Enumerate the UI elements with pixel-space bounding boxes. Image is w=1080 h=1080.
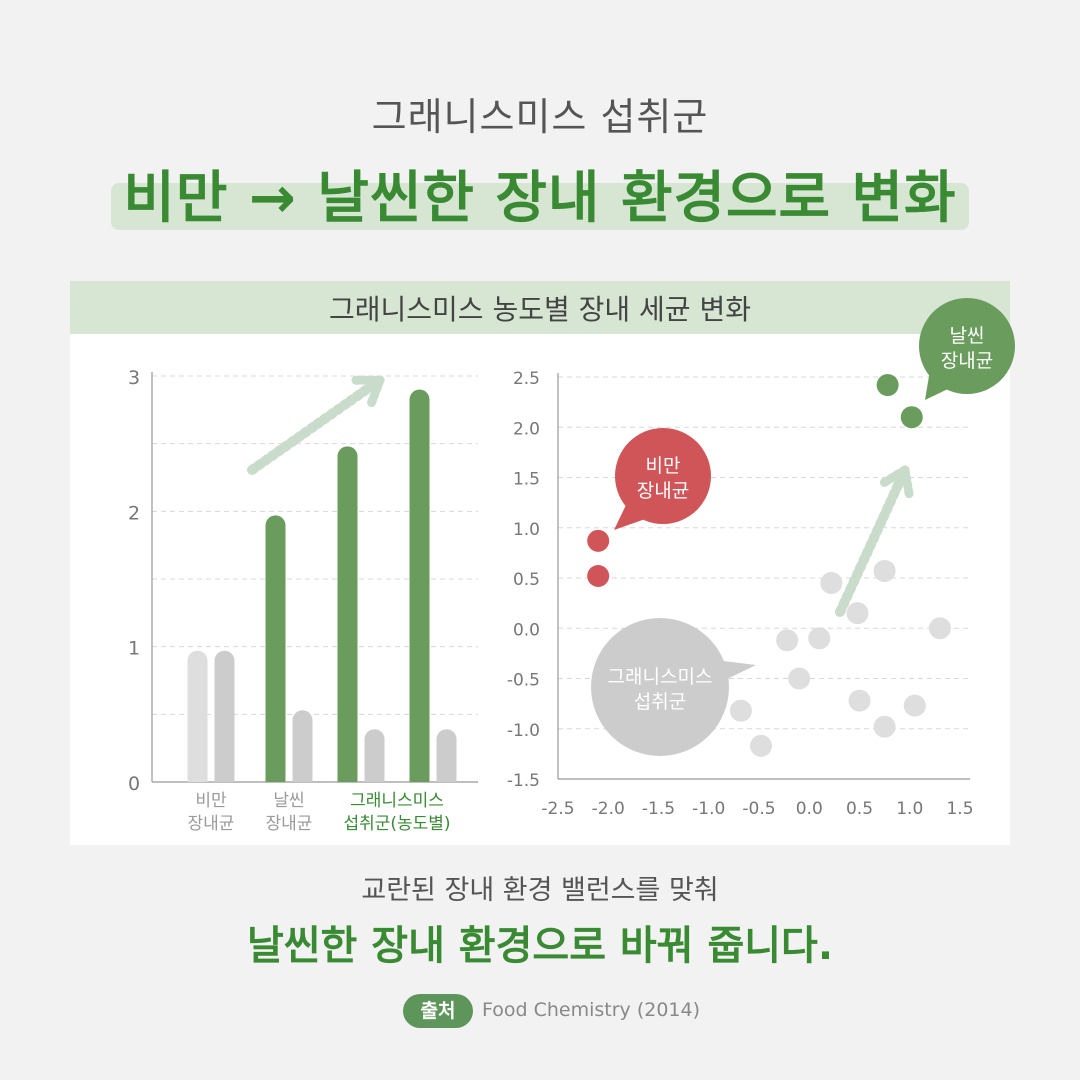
- scatter-trend-arrow-shaft: [835, 465, 910, 617]
- scatter-x-tick-label: -2.0: [592, 799, 625, 819]
- bar-category-label: 그래니스미스: [350, 791, 444, 811]
- scatter-point-lean: [876, 374, 899, 397]
- scatter-point-granny: [788, 667, 811, 690]
- scatter-x-tick-label: -0.5: [742, 799, 775, 819]
- scatter-y-tick-label: -1.5: [507, 771, 540, 791]
- scatter-point-granny: [873, 559, 896, 582]
- bar: [436, 729, 457, 782]
- footer-subtitle: 교란된 장내 환경 밸런스를 맞춰: [361, 875, 719, 906]
- scatter-x-tick-label: -1.0: [692, 799, 725, 819]
- scatter-x-tick-label: 0.0: [796, 799, 823, 819]
- scatter-point-granny: [808, 627, 831, 650]
- scatter-y-tick-label: 1.0: [513, 520, 540, 540]
- scatter-y-tick-label: 0.5: [513, 570, 540, 590]
- callout-obese: [615, 428, 711, 524]
- callout-label: 비만: [646, 455, 681, 477]
- callout-label: 그래니스미스: [608, 666, 713, 688]
- page-headline: 비만 → 날씬한 장내 환경으로 변화: [123, 166, 957, 231]
- chart-panel-header: [70, 281, 1010, 334]
- callout-label: 섭취군: [634, 691, 686, 713]
- bar-category-label: 장내균: [266, 814, 313, 834]
- scatter-point-lean: [900, 406, 923, 429]
- bar-category-label: 비만: [195, 791, 227, 811]
- bar-y-tick-label: 0: [128, 773, 140, 795]
- bar-trend-arrow-shaft: [247, 375, 385, 475]
- bar: [265, 515, 286, 782]
- page-subtitle: 그래니스미스 섭취군: [371, 95, 709, 139]
- scatter-point-obese: [587, 564, 610, 587]
- bar-y-tick-label: 3: [128, 367, 140, 389]
- callout-granny: [591, 618, 729, 756]
- headline-highlight: [111, 183, 969, 230]
- scatter-point-granny: [873, 715, 896, 738]
- bar: [292, 710, 313, 782]
- callout-tail-obese: [614, 505, 648, 530]
- chart-panel-title: 그래니스미스 농도별 장내 세균 변화: [328, 293, 751, 326]
- scatter-x-tick-label: 1.0: [896, 799, 923, 819]
- scatter-point-granny: [848, 689, 871, 712]
- bar: [214, 650, 235, 782]
- scatter-point-granny: [729, 699, 752, 722]
- bar-category-label: 날씬: [273, 791, 304, 811]
- scatter-point-obese: [587, 529, 610, 552]
- bar: [187, 650, 208, 782]
- scatter-y-tick-label: 2.0: [513, 419, 540, 439]
- bar-category-label: 섭취군(농도별): [343, 814, 450, 834]
- scatter-y-tick-label: 2.5: [513, 369, 540, 389]
- scatter-x-tick-label: -1.5: [642, 799, 675, 819]
- scatter-x-tick-label: -2.5: [541, 799, 574, 819]
- scatter-y-tick-label: -0.5: [507, 671, 540, 691]
- scatter-trend-arrow: [835, 465, 914, 617]
- scatter-y-tick-label: -1.0: [507, 721, 540, 741]
- bar: [337, 446, 358, 782]
- footer-headline: 날씬한 장내 환경으로 바꿔 줍니다.: [246, 923, 834, 969]
- scatter-x-tick-label: 0.5: [846, 799, 873, 819]
- scatter-y-tick-label: 1.5: [513, 470, 540, 490]
- bar-trend-arrow: [247, 375, 385, 475]
- scatter-point-granny: [750, 734, 773, 757]
- bar-trend-arrow-head-1: [366, 375, 385, 409]
- source-citation: Food Chemistry (2014): [482, 999, 701, 1021]
- bar: [409, 389, 430, 782]
- scatter-trend-arrow-head-1: [900, 465, 914, 501]
- callout-label: 날씬: [950, 325, 985, 347]
- callout-label: 장내균: [637, 480, 689, 502]
- scatter-point-granny: [928, 617, 951, 640]
- scatter-point-granny: [820, 572, 843, 595]
- source-badge: 출처: [403, 994, 473, 1028]
- bar: [364, 729, 385, 782]
- bar-y-tick-label: 1: [128, 638, 140, 660]
- scatter-point-granny: [776, 629, 799, 652]
- scatter-y-tick-label: 0.0: [513, 620, 540, 640]
- scatter-x-tick-label: 1.5: [946, 799, 973, 819]
- bar-category-label: 장내균: [188, 814, 235, 834]
- callout-lean: [919, 298, 1015, 394]
- scatter-point-granny: [846, 602, 869, 625]
- scatter-point-granny: [903, 694, 926, 717]
- callout-label: 장내균: [941, 350, 993, 372]
- bar-y-tick-label: 2: [128, 502, 140, 524]
